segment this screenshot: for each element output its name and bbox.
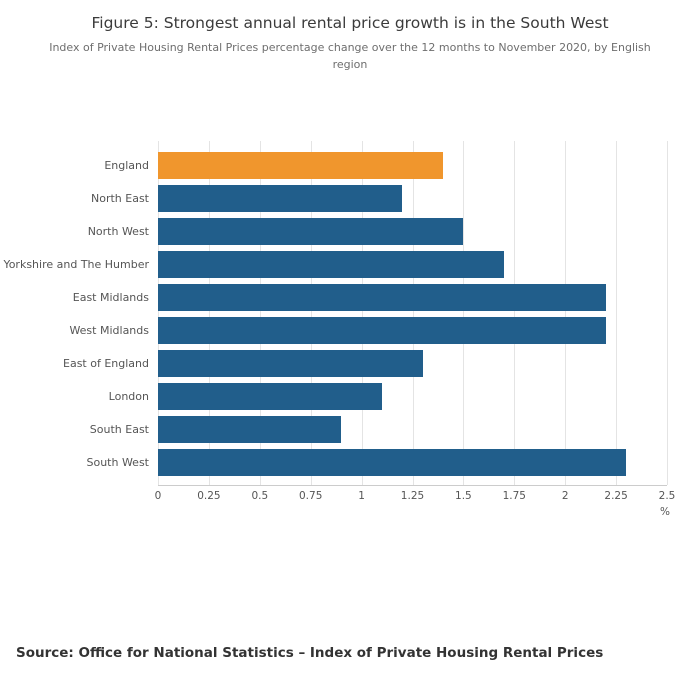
gridline bbox=[208, 141, 210, 486]
bar-row bbox=[158, 281, 667, 314]
bar-row bbox=[158, 380, 667, 413]
category-labels: England North East North West Yorkshire and… bbox=[0, 141, 158, 486]
source-note: Source: Office for National Statistics –… bbox=[16, 645, 604, 661]
x-tick-label: 2 bbox=[561, 490, 569, 503]
bar-east-of-england[interactable] bbox=[158, 350, 423, 378]
gridline bbox=[514, 141, 516, 486]
category-label: West Midlands bbox=[69, 324, 149, 338]
gridline bbox=[463, 141, 465, 486]
bar-row bbox=[158, 314, 667, 347]
bar-row bbox=[158, 446, 667, 479]
x-axis-unit-label: % bbox=[660, 506, 670, 519]
bar-row bbox=[158, 149, 667, 182]
chart-title: Figure 5: Strongest annual rental price … bbox=[91, 14, 609, 32]
category-label: South West bbox=[86, 456, 149, 470]
bars-area bbox=[158, 149, 667, 479]
gridline bbox=[412, 141, 414, 486]
bar-row bbox=[158, 347, 667, 380]
category-label: England bbox=[104, 159, 149, 173]
category-label: North West bbox=[87, 225, 149, 239]
category-label: South East bbox=[89, 423, 149, 437]
bar-west-midlands[interactable] bbox=[158, 317, 606, 345]
gridline bbox=[667, 141, 668, 486]
x-tick-label: 1.5 bbox=[455, 490, 472, 503]
bar-north-west[interactable] bbox=[158, 218, 464, 246]
x-tick-label: 1 bbox=[358, 490, 365, 503]
x-tick-label: 0 bbox=[154, 490, 162, 503]
category-label: North East bbox=[91, 192, 149, 206]
x-tick-label: 1.75 bbox=[502, 490, 526, 503]
bar-yorkshire-and-the-humber[interactable] bbox=[158, 251, 505, 279]
gridline bbox=[565, 141, 567, 486]
bar-england[interactable] bbox=[158, 152, 444, 180]
bar-london[interactable] bbox=[158, 383, 382, 411]
bar-row bbox=[158, 413, 667, 446]
x-tick-label: 0.5 bbox=[251, 490, 269, 503]
bar-row bbox=[158, 182, 667, 215]
category-label: London bbox=[108, 390, 149, 404]
x-tick-label: 0.25 bbox=[197, 490, 221, 503]
gridline bbox=[158, 141, 159, 486]
gridline bbox=[259, 141, 261, 486]
gridline bbox=[361, 141, 363, 486]
category-label: Yorkshire and The Humber bbox=[3, 258, 149, 272]
gridline bbox=[310, 141, 312, 486]
bar-south-west[interactable] bbox=[158, 449, 627, 477]
x-axis: % 0 0.25 0.5 0.75 1 1.25 1.5 1.75 2 2.25 2.5 bbox=[154, 486, 676, 522]
bar-south-east[interactable] bbox=[158, 416, 342, 444]
x-tick-label: 0.75 bbox=[298, 490, 323, 503]
category-label: East of England bbox=[63, 357, 149, 371]
x-tick-label: 2.25 bbox=[604, 490, 628, 503]
gridline bbox=[616, 141, 618, 486]
plot-area bbox=[158, 141, 668, 487]
bar-chart: England North East North West Yorkshire and… bbox=[0, 141, 700, 487]
bar-north-east[interactable] bbox=[158, 185, 403, 213]
x-tick-label: 2.5 bbox=[658, 490, 676, 503]
x-tick-label: 1.25 bbox=[400, 490, 425, 503]
category-label: East Midlands bbox=[72, 291, 149, 305]
chart-subtitle: Index of Private Housing Rental Prices p… bbox=[49, 41, 651, 72]
bar-east-midlands[interactable] bbox=[158, 284, 606, 312]
bar-row bbox=[158, 215, 667, 248]
bar-row bbox=[158, 248, 667, 281]
gridlines bbox=[158, 141, 668, 486]
